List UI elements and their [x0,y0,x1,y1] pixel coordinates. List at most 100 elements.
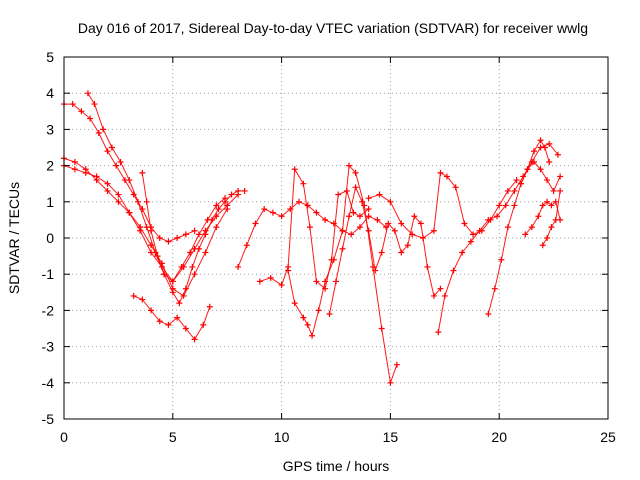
data-point [365,213,372,220]
series-line [63,157,228,297]
data-point [330,220,337,227]
data-point [537,166,544,173]
data-point [148,307,155,314]
data-point [398,249,405,256]
data-point [361,202,368,209]
data-point [544,198,551,205]
data-point [243,242,250,249]
data-point [306,224,313,231]
data-point [420,235,427,241]
x-tick-label: 15 [383,429,399,445]
y-tick-labels: -5 -4 -3 -2 -1 0 1 2 3 4 5 [42,49,55,427]
data-point [300,180,307,187]
data-point [378,325,385,332]
data-point [182,231,189,238]
data-point [178,263,185,270]
data-point [156,318,163,325]
data-point [215,206,222,213]
data-point [330,256,337,263]
data-point [191,227,198,234]
data-point [441,292,448,299]
series-arc-14 [522,198,564,238]
data-point [504,224,511,231]
data-point [191,271,198,278]
data-point [365,227,372,234]
y-tick-label: 0 [46,230,54,246]
data-point [126,177,133,184]
data-point [430,292,437,299]
series-arc-16 [539,187,564,249]
data-point [548,202,555,209]
data-point [417,220,424,227]
y-tick-label: 5 [46,49,54,65]
data-point [522,231,529,238]
data-point [115,191,122,198]
data-point [546,140,553,147]
series-line [237,201,387,268]
data-point [267,274,274,281]
data-point [156,235,163,241]
data-point [252,220,259,227]
data-point [339,227,346,234]
data-point [398,220,405,227]
data-point [496,202,503,209]
data-point [313,209,320,216]
data-point [461,220,468,227]
data-point [148,227,155,234]
data-point [443,173,450,180]
data-point [161,271,168,278]
data-point [452,184,459,191]
data-point [69,101,76,108]
series-arc-3 [61,101,198,245]
data-point [174,314,181,321]
data-point [278,213,285,220]
y-tick-label: -4 [42,375,55,391]
data-point [296,198,303,205]
data-point [104,187,111,194]
data-point [552,216,559,223]
series-arc-15 [517,137,553,187]
data-point [531,158,538,165]
data-point [137,224,144,231]
data-point [169,278,176,285]
data-point [108,144,115,151]
y-tick-label: 1 [46,194,54,210]
data-point [261,206,268,213]
data-point [356,224,363,231]
data-point [182,285,189,292]
data-point [352,169,359,176]
data-point [544,177,551,184]
data-point [256,278,263,285]
data-point [498,256,505,263]
data-point [531,148,538,155]
data-point [485,216,492,223]
data-point [213,224,220,231]
data-point [544,235,551,241]
data-point [467,238,474,245]
data-point [539,202,546,209]
data-point [378,249,385,256]
series-arc-10 [326,184,444,318]
data-point [437,285,444,292]
data-point [374,216,381,223]
data-point [504,187,511,194]
series-arc-8 [256,166,372,292]
data-point [539,242,546,249]
data-point [393,361,400,368]
data-point [459,249,466,256]
data-point [104,180,111,187]
grid-lines [64,57,608,419]
data-point [387,198,394,205]
data-point [528,224,535,231]
series-line [133,295,211,340]
series-line [542,190,561,246]
data-point [550,187,557,194]
data-point [352,184,359,191]
data-point [84,90,91,97]
data-point [202,231,209,238]
data-point [195,245,202,252]
data-point [356,213,363,220]
data-point [404,242,411,249]
data-point [206,303,213,310]
